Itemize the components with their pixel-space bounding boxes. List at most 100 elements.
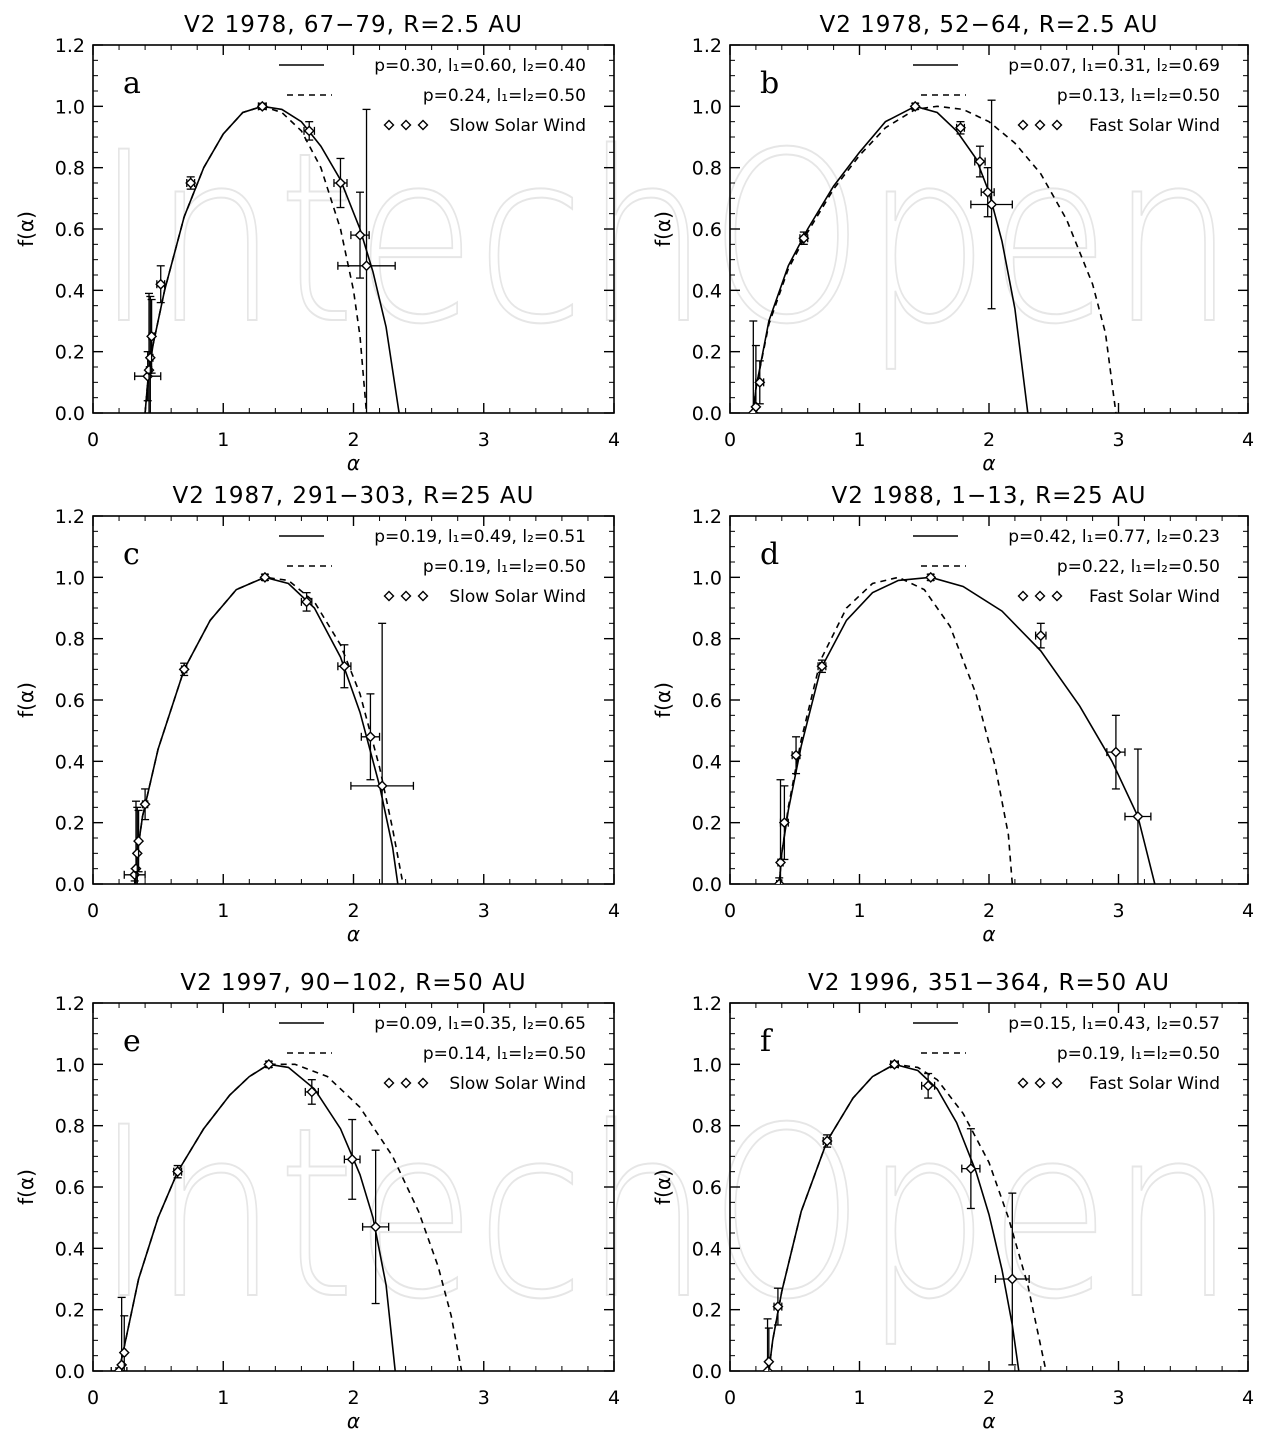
legend-entry-points: Fast Solar Wind	[1089, 587, 1220, 607]
x-tick-label: 2	[347, 900, 359, 922]
legend-entry-dashed: p=0.19, l₁=l₂=0.50	[423, 557, 586, 577]
y-tick-label: 0.0	[692, 403, 722, 425]
data-point	[133, 809, 145, 873]
data-point	[172, 1164, 184, 1179]
legend-diamond-icon	[417, 590, 429, 602]
y-tick-label: 0.4	[692, 280, 722, 302]
y-tick-label: 0.6	[692, 690, 722, 712]
y-tick-label: 0.8	[692, 158, 722, 180]
x-axis-label: α	[347, 451, 360, 475]
diamond-marker	[256, 100, 268, 112]
panel-e: V2 1997, 90−102, R=50 AU 0 1 2 3 4 0.0 0.2 0.4 0.…	[14, 970, 620, 1433]
x-tick-label: 4	[1242, 429, 1254, 451]
diamond-marker	[955, 122, 966, 134]
data-point	[256, 100, 268, 112]
legend-entry-solid: p=0.42, l₁=0.77, l₂=0.23	[1008, 527, 1220, 547]
data-point	[155, 265, 167, 304]
diamond-marker	[144, 352, 156, 364]
x-axis-label: α	[347, 922, 360, 946]
data-point	[798, 231, 810, 245]
x-tick-label: 4	[608, 900, 620, 922]
legend-diamond-icon	[417, 1077, 429, 1089]
y-tick-label: 0.6	[692, 219, 722, 241]
y-tick-label: 0.8	[55, 629, 85, 651]
data-point	[773, 877, 785, 884]
chart-title: V2 1978, 52−64, R=2.5 AU	[820, 12, 1159, 38]
diamond-marker	[922, 1080, 934, 1092]
diamond-marker	[376, 780, 388, 792]
legend-entry-dashed: p=0.22, l₁=l₂=0.50	[1057, 557, 1220, 577]
y-tick-label: 0.6	[55, 690, 85, 712]
data-point	[1124, 748, 1152, 884]
y-tick-label: 1.0	[692, 96, 722, 118]
diamond-marker	[259, 571, 271, 583]
y-tick-label: 0.0	[55, 874, 85, 896]
data-point	[925, 571, 937, 583]
legend-diamond-icon	[1051, 1077, 1063, 1089]
diamond-marker	[338, 660, 350, 672]
data-point	[921, 1072, 936, 1099]
diamond-marker	[763, 1356, 775, 1368]
data-point	[955, 121, 966, 135]
data-point	[185, 176, 197, 190]
data-point	[970, 99, 1013, 310]
y-axis-label: f(α)	[14, 682, 38, 718]
y-axis-label: f(α)	[651, 682, 675, 718]
legend-diamond-icon	[383, 590, 395, 602]
data-point	[303, 121, 316, 141]
diamond-marker	[1132, 811, 1144, 823]
x-tick-label: 3	[1112, 429, 1124, 451]
dashed-fit-curve	[752, 105, 1117, 413]
chart-title: V2 1978, 67−79, R=2.5 AU	[184, 12, 523, 38]
dashed-fit-curve	[133, 576, 404, 884]
panel-f: V2 1996, 351−364, R=50 AU 0 1 2 3 4 0.0 0.2 0.4 0…	[651, 970, 1254, 1433]
legend-diamond-icon	[383, 1077, 395, 1089]
legend-entry-dashed: p=0.19, l₁=l₂=0.50	[1057, 1044, 1220, 1064]
y-tick-label: 0.0	[692, 874, 722, 896]
x-tick-label: 0	[87, 900, 99, 922]
legend-entry-dashed: p=0.24, l₁=l₂=0.50	[423, 86, 586, 106]
x-tick-label: 4	[608, 1387, 620, 1409]
legend-diamond-icon	[1034, 119, 1046, 131]
y-tick-label: 1.0	[55, 1054, 85, 1076]
diamond-marker	[982, 186, 994, 198]
x-tick-label: 1	[217, 1387, 229, 1409]
data-point	[778, 785, 790, 861]
y-tick-label: 0.4	[55, 751, 85, 773]
solid-fit-curve	[778, 576, 1156, 884]
x-axis-label: α	[347, 1409, 360, 1433]
y-tick-label: 0.8	[692, 1116, 722, 1138]
diamond-marker	[306, 1086, 318, 1098]
data-point	[337, 644, 352, 689]
y-tick-label: 0.2	[692, 342, 722, 364]
data-point	[1106, 714, 1126, 790]
x-axis-label: α	[982, 451, 995, 475]
x-tick-label: 2	[347, 1387, 359, 1409]
x-tick-label: 3	[478, 900, 490, 922]
y-tick-label: 0.8	[55, 158, 85, 180]
diamond-marker	[118, 1347, 130, 1359]
y-tick-label: 0.2	[692, 1300, 722, 1322]
y-tick-label: 1.0	[692, 1054, 722, 1076]
solid-fit-curve	[752, 105, 1029, 413]
diamond-marker	[334, 177, 346, 189]
x-tick-label: 0	[724, 900, 736, 922]
diamond-marker	[909, 100, 921, 112]
y-tick-label: 0.2	[55, 342, 85, 364]
diamond-marker	[778, 817, 790, 829]
panel-letter: d	[760, 537, 779, 572]
y-tick-label: 1.0	[55, 567, 85, 589]
data-point	[139, 788, 151, 821]
legend-diamond-icon	[400, 590, 412, 602]
x-tick-label: 3	[1112, 900, 1124, 922]
y-tick-label: 0.6	[55, 1177, 85, 1199]
panel-c: V2 1987, 291−303, R=25 AU 0 1 2 3 4 0.0 0.2 0.4 0…	[14, 483, 620, 946]
diamond-marker	[146, 330, 158, 342]
y-tick-label: 0.2	[55, 813, 85, 835]
diamond-marker	[762, 1365, 774, 1371]
diamond-marker	[303, 125, 315, 137]
data-point	[754, 360, 766, 405]
data-point	[980, 167, 995, 218]
data-point	[304, 1079, 319, 1105]
data-point	[1034, 622, 1047, 649]
